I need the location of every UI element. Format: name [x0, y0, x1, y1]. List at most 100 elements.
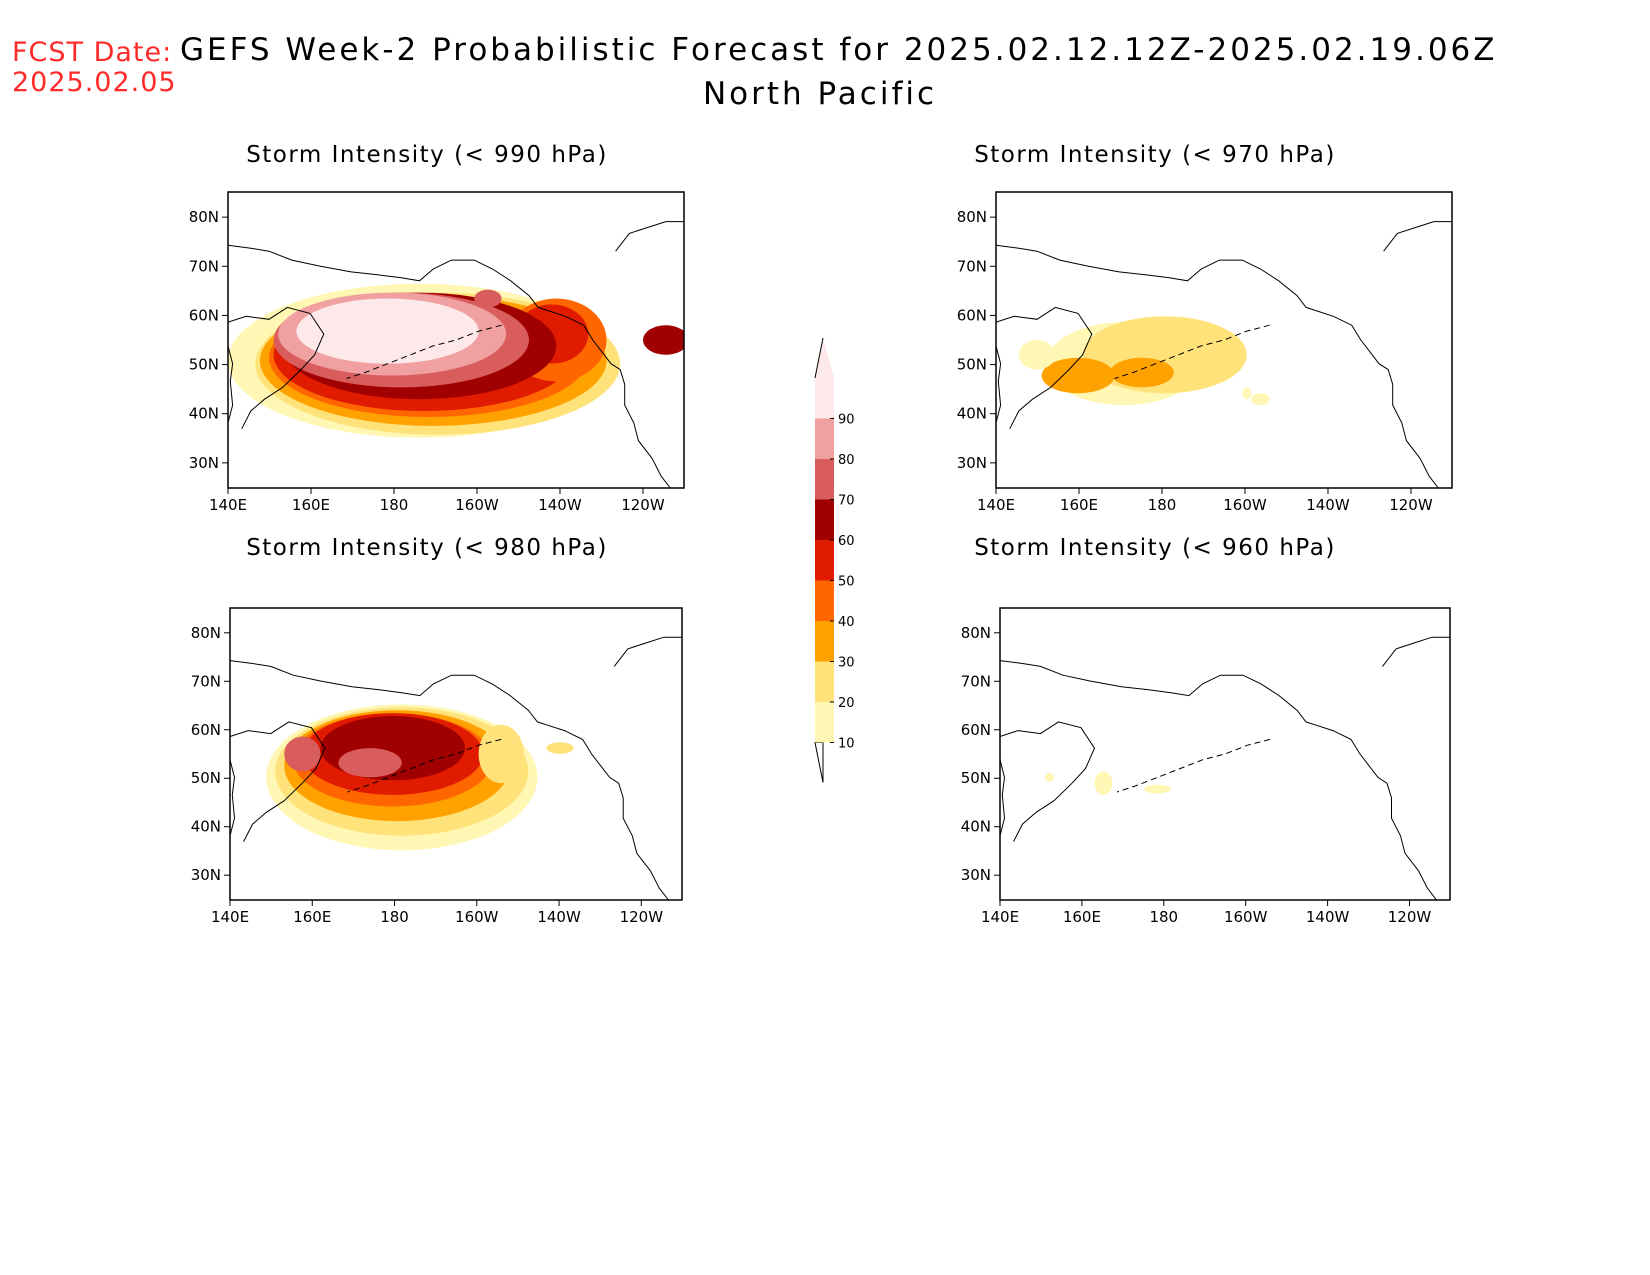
- y-tick-label: 60N: [957, 306, 987, 324]
- x-tick-label: 140E: [209, 496, 247, 514]
- panel-title-990: Storm Intensity (< 990 hPa): [246, 142, 608, 168]
- x-tick-label: 160E: [293, 908, 331, 926]
- y-tick-label: 30N: [191, 866, 221, 884]
- y-tick-label: 70N: [961, 672, 991, 690]
- probability-contour: [1041, 357, 1115, 394]
- x-tick-label: 140E: [211, 908, 249, 926]
- dateline-boundary: [1114, 324, 1270, 379]
- coastline: [996, 306, 1093, 430]
- probability-contour: [338, 748, 402, 778]
- probability-shading: [228, 221, 684, 488]
- y-tick-label: 60N: [189, 306, 219, 324]
- fcst-date-caption: FCST Date:: [12, 37, 173, 68]
- coastline: [228, 244, 548, 311]
- probability-contour: [478, 724, 524, 784]
- colorbar-swatch: [815, 459, 834, 500]
- colorbar-swatch: [815, 418, 834, 459]
- colorbar-label: 80: [838, 453, 855, 468]
- colorbar-label: 90: [838, 413, 855, 428]
- x-tick-label: 160W: [455, 496, 499, 514]
- probability-contour: [1094, 771, 1113, 795]
- x-tick-label: 180: [380, 908, 409, 926]
- x-tick-label: 140E: [981, 908, 1019, 926]
- x-tick-label: 160E: [1060, 496, 1098, 514]
- colorbar-label: 50: [838, 575, 855, 590]
- colorbar-label: 30: [838, 656, 855, 671]
- x-tick-label: 160W: [455, 908, 499, 926]
- colorbar-swatch: [815, 540, 834, 581]
- probability-contour: [296, 298, 479, 364]
- probability-contour: [1045, 772, 1054, 782]
- probability-contour: [1144, 784, 1171, 794]
- x-tick-label: 160W: [1223, 496, 1267, 514]
- coastline: [996, 244, 1316, 311]
- y-tick-label: 50N: [957, 356, 987, 374]
- panel-title-980: Storm Intensity (< 980 hPa): [246, 535, 608, 561]
- probability-contour: [284, 736, 321, 772]
- y-tick-label: 70N: [957, 257, 987, 275]
- probability-contour: [546, 742, 574, 754]
- y-tick-label: 50N: [191, 769, 221, 787]
- coastline: [546, 724, 669, 900]
- colorbar-lower-arrow: [814, 742, 824, 783]
- probability-contour: [642, 325, 684, 355]
- map-panel-p960: 80N 70N 60N 50N 40N 30N 140E 160E 180 160W 140W 120…: [961, 607, 1451, 926]
- y-tick-label: 40N: [961, 818, 991, 836]
- coastline: [230, 660, 547, 726]
- coastline: [1000, 721, 1096, 842]
- colorbar-label: 70: [838, 494, 855, 509]
- y-tick-label: 50N: [189, 356, 219, 374]
- y-tick-label: 80N: [961, 624, 991, 642]
- x-tick-label: 140W: [1306, 908, 1350, 926]
- coastline: [996, 345, 1002, 424]
- x-tick-label: 160E: [292, 496, 330, 514]
- coastline: [230, 721, 326, 842]
- colorbar-swatch: [815, 621, 834, 662]
- y-tick-label: 40N: [957, 405, 987, 423]
- main-title: GEFS Week-2 Probabilistic Forecast for 2…: [180, 32, 1498, 68]
- coastline: [1383, 221, 1452, 252]
- panel-title-970: Storm Intensity (< 970 hPa): [974, 142, 1336, 168]
- map-frame: [995, 191, 1453, 489]
- probability-shading: [996, 221, 1452, 488]
- y-tick-label: 70N: [189, 257, 219, 275]
- colorbar-swatch: [815, 661, 834, 702]
- dateline-boundary: [347, 738, 502, 793]
- map-frame: [227, 191, 685, 489]
- colorbar-swatch: [815, 378, 834, 419]
- colorbar-label: 20: [838, 696, 855, 711]
- colorbar: 10 20 30 40 50 60 70 80 90: [814, 337, 855, 783]
- probability-contour: [1251, 393, 1270, 406]
- probability-contour: [474, 289, 502, 308]
- probability-contour: [1018, 340, 1056, 370]
- probability-shading: [230, 636, 682, 900]
- x-tick-label: 120W: [1388, 908, 1432, 926]
- fcst-date-value: 2025.02.05: [12, 67, 177, 98]
- coastline: [1314, 724, 1437, 900]
- x-tick-label: 120W: [1389, 496, 1433, 514]
- y-tick-label: 60N: [191, 721, 221, 739]
- coastline: [1315, 309, 1439, 488]
- y-tick-label: 30N: [961, 866, 991, 884]
- probability-shading: [1000, 636, 1450, 900]
- x-tick-label: 140W: [538, 496, 582, 514]
- coastline: [1382, 636, 1450, 667]
- y-tick-label: 40N: [189, 405, 219, 423]
- coastline: [613, 636, 682, 667]
- dateline-boundary: [1116, 738, 1271, 793]
- colorbar-upper-arrow: [815, 338, 834, 378]
- x-tick-label: 180: [1148, 496, 1177, 514]
- colorbar-label: 60: [838, 534, 855, 549]
- map-background: [1000, 608, 1450, 900]
- y-tick-label: 30N: [957, 454, 987, 472]
- colorbar-label: 10: [838, 737, 855, 752]
- coastline: [547, 309, 671, 488]
- coastline: [1000, 759, 1006, 836]
- map-panel-p990: 80N 70N 60N 50N 40N 30N 140E 160E 180 160W 140W 120…: [189, 191, 685, 514]
- x-tick-label: 120W: [621, 496, 665, 514]
- coastline: [230, 759, 236, 836]
- coastline: [228, 345, 234, 424]
- panel-title-960: Storm Intensity (< 960 hPa): [974, 535, 1336, 561]
- coastline: [1000, 660, 1316, 726]
